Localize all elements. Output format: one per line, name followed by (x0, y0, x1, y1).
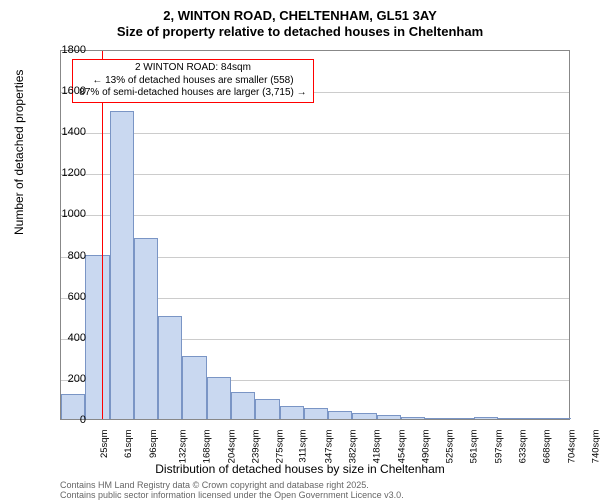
annotation-line-3: 87% of semi-detached houses are larger (… (79, 87, 306, 100)
x-tick-label: 239sqm (250, 430, 261, 464)
x-tick-label: 454sqm (396, 430, 407, 464)
histogram-bar (110, 111, 134, 419)
histogram-bar (547, 418, 571, 419)
y-axis-label: Number of detached properties (12, 70, 26, 235)
x-tick-label: 275sqm (274, 430, 285, 464)
x-tick-label: 61sqm (123, 430, 134, 459)
y-tick-label: 0 (80, 414, 86, 426)
footer-line-1: Contains HM Land Registry data © Crown c… (60, 480, 369, 490)
gridline (61, 133, 569, 134)
histogram-bar (498, 418, 522, 419)
annotation-line-1: 2 WINTON ROAD: 84sqm (79, 62, 306, 75)
histogram-bar (304, 408, 328, 419)
histogram-bar (280, 406, 304, 419)
plot-area: 2 WINTON ROAD: 84sqm ← 13% of detached h… (60, 50, 570, 420)
histogram-bar (377, 415, 401, 419)
histogram-bar (85, 255, 109, 419)
histogram-bar (255, 399, 279, 419)
y-tick-label: 600 (68, 291, 86, 303)
x-tick-label: 204sqm (226, 430, 237, 464)
histogram-bar (182, 356, 206, 419)
x-tick-label: 597sqm (493, 430, 504, 464)
histogram-bar (134, 238, 158, 419)
gridline (61, 174, 569, 175)
y-tick-label: 400 (68, 332, 86, 344)
y-tick-label: 1000 (62, 208, 86, 220)
x-tick-label: 561sqm (469, 430, 480, 464)
histogram-bar (352, 413, 376, 419)
x-tick-label: 525sqm (444, 430, 455, 464)
x-tick-label: 96sqm (148, 430, 159, 459)
footer-line-2: Contains public sector information licen… (60, 490, 404, 500)
x-tick-label: 668sqm (542, 430, 553, 464)
x-tick-label: 740sqm (590, 430, 600, 464)
reference-line (102, 51, 103, 419)
y-tick-label: 1600 (62, 85, 86, 97)
x-tick-label: 132sqm (177, 430, 188, 464)
title-line-1: 2, WINTON ROAD, CHELTENHAM, GL51 3AY (0, 8, 600, 24)
histogram-bar (207, 377, 231, 419)
chart-title-block: 2, WINTON ROAD, CHELTENHAM, GL51 3AY Siz… (0, 8, 600, 39)
x-tick-label: 25sqm (99, 430, 110, 459)
x-tick-label: 633sqm (517, 430, 528, 464)
x-tick-label: 347sqm (323, 430, 334, 464)
histogram-bar (231, 392, 255, 419)
histogram-bar (328, 411, 352, 419)
y-tick-label: 1200 (62, 167, 86, 179)
histogram-bar (401, 417, 425, 419)
x-tick-label: 490sqm (420, 430, 431, 464)
y-tick-label: 1400 (62, 126, 86, 138)
histogram-bar (158, 316, 182, 419)
chart-container: { "title": { "line1": "2, WINTON ROAD, C… (0, 0, 600, 500)
gridline (61, 215, 569, 216)
x-tick-label: 704sqm (566, 430, 577, 464)
x-tick-label: 382sqm (347, 430, 358, 464)
x-axis-label: Distribution of detached houses by size … (0, 462, 600, 476)
y-tick-label: 1800 (62, 44, 86, 56)
x-tick-label: 168sqm (202, 430, 213, 464)
histogram-bar (522, 418, 546, 419)
x-tick-label: 418sqm (372, 430, 383, 464)
histogram-bar (474, 417, 498, 419)
y-tick-label: 200 (68, 373, 86, 385)
x-tick-label: 311sqm (298, 430, 309, 463)
y-tick-label: 800 (68, 250, 86, 262)
title-line-2: Size of property relative to detached ho… (0, 24, 600, 40)
histogram-bar (425, 418, 449, 419)
histogram-bar (450, 418, 474, 419)
annotation-line-2: ← 13% of detached houses are smaller (55… (79, 75, 306, 88)
annotation-box: 2 WINTON ROAD: 84sqm ← 13% of detached h… (72, 59, 313, 103)
